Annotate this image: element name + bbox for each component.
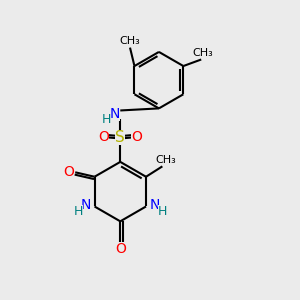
Text: N: N: [81, 198, 92, 212]
Text: N: N: [149, 198, 160, 212]
Text: CH₃: CH₃: [120, 36, 140, 46]
Text: S: S: [116, 130, 125, 145]
Text: H: H: [101, 113, 111, 126]
Text: H: H: [158, 205, 167, 218]
Text: O: O: [115, 242, 126, 256]
Text: CH₃: CH₃: [155, 155, 176, 165]
Text: O: O: [63, 165, 74, 179]
Text: N: N: [109, 107, 119, 121]
Text: O: O: [131, 130, 142, 144]
Text: H: H: [74, 205, 83, 218]
Text: CH₃: CH₃: [193, 48, 213, 58]
Text: O: O: [98, 130, 110, 144]
